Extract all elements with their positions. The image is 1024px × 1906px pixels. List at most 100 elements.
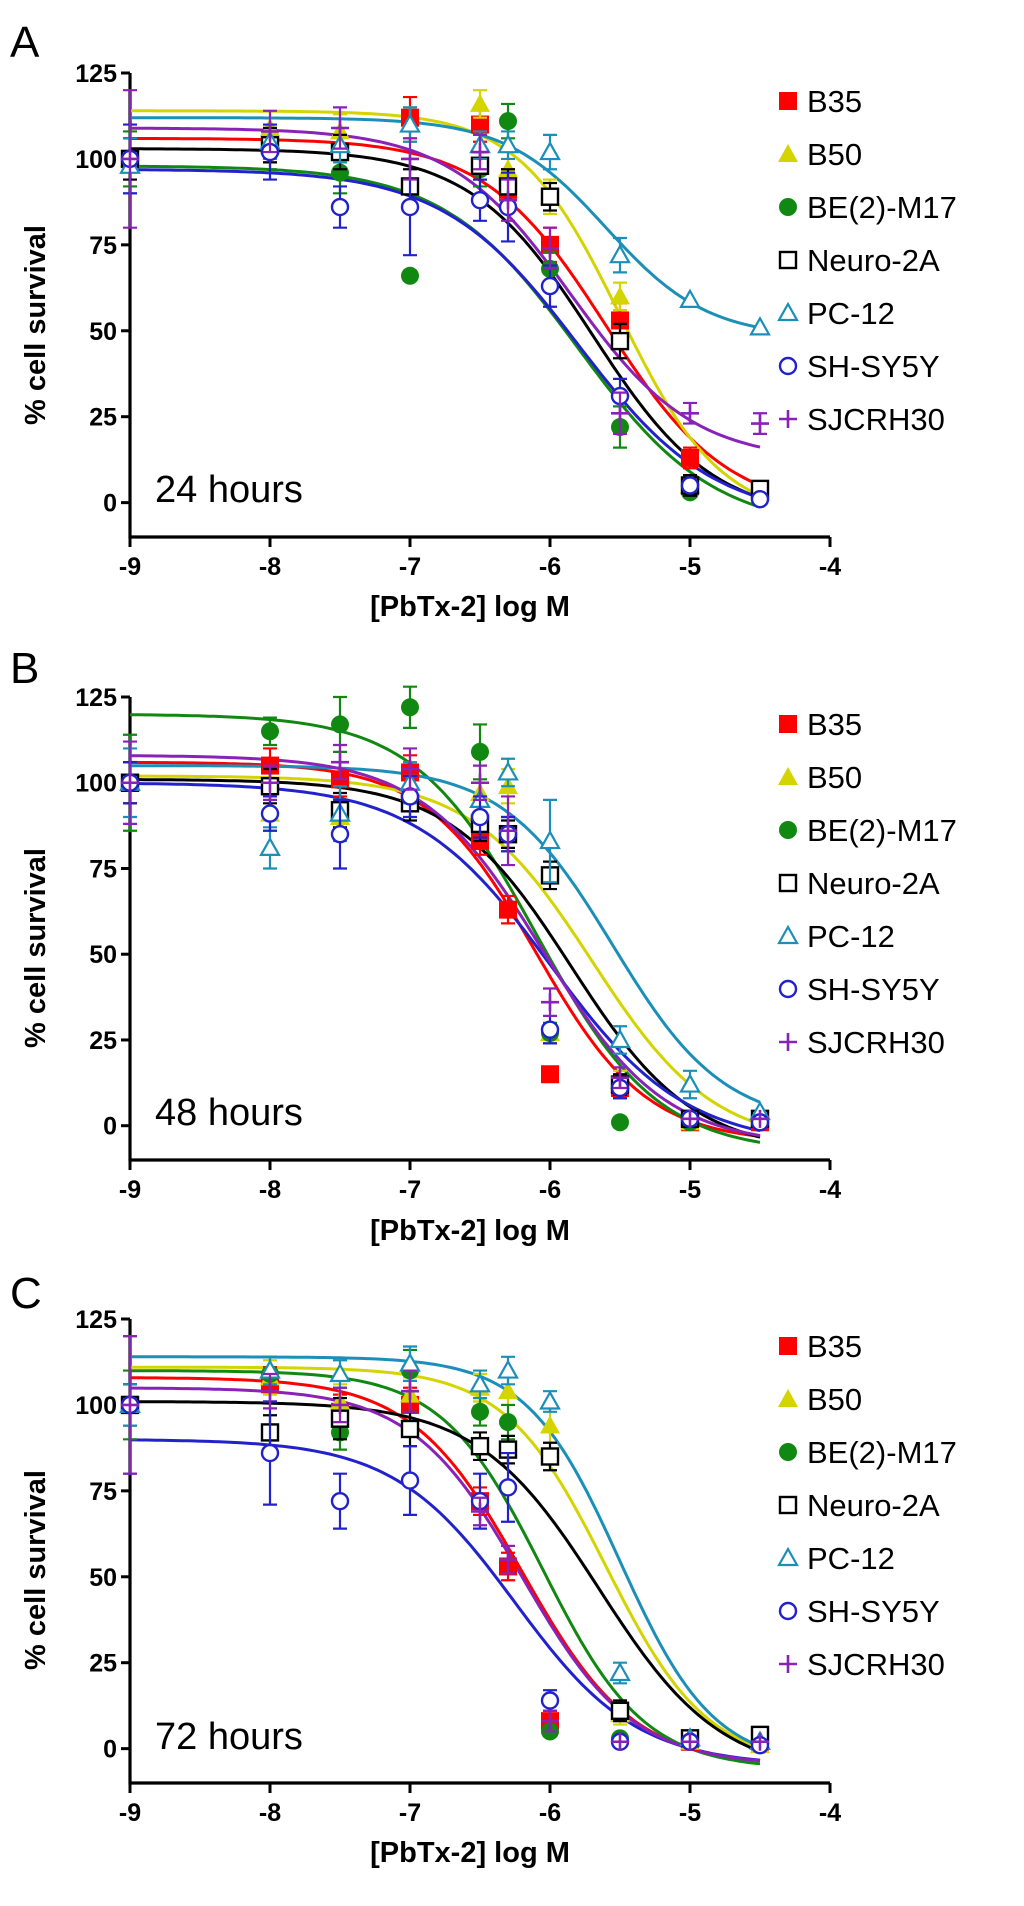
panel-c-time-label: 72 hours — [155, 1716, 303, 1758]
panel-c-legend-marker-sjcrh30 — [779, 1655, 797, 1673]
panel-c-fit-curve-pc12 — [130, 1355, 761, 1748]
panel-c-point-pc12 — [539, 1390, 561, 1410]
panel-a-point-pc12 — [399, 113, 421, 133]
panel-a-point-sjcrh30 — [499, 191, 517, 210]
panel-c-point-pc12 — [609, 1661, 631, 1682]
panel-a-y-tick-label: 75 — [89, 232, 117, 260]
panel-c-legend-marker-pc12 — [777, 1546, 799, 1567]
panel-c-point-shsy5y — [540, 1691, 560, 1710]
panel-b-legend-label: SJCRH30 — [807, 1025, 945, 1060]
panel-b-point-be2m17 — [261, 722, 279, 741]
panel-c-legend-label: PC-12 — [807, 1541, 895, 1576]
panel-b-y-axis-label: % cell survival — [20, 848, 52, 1048]
panel-a-y-tick-label: 50 — [89, 318, 117, 346]
panel-c-point-sjcrh30 — [541, 1712, 559, 1731]
panel-c-point-sjcrh30 — [261, 1382, 279, 1401]
panel-c-plot: 0 25 50 75 100 125 -9 -8 -7 -6 -5 -4 B35 B50 BE(2)-M17… — [75, 1306, 957, 1827]
panel-c-point-neuro2a — [610, 1701, 630, 1721]
panel-a-fit-curve-be2m17 — [130, 164, 761, 509]
panel-a-point-sjcrh30 — [471, 143, 489, 162]
panel-b-point-sjcrh30 — [499, 821, 517, 840]
panel-c-y-tick-label: 100 — [75, 1392, 117, 1420]
panel-b-y-tick-label: 0 — [103, 1113, 117, 1141]
panel-b-fit-curve-shsy5y — [130, 782, 761, 1133]
panel-b-point-shsy5y — [540, 1020, 560, 1039]
panel-b-point-sjcrh30 — [751, 1109, 769, 1128]
panel-b-point-pc12 — [259, 836, 281, 857]
panel-b-legend-label: SH-SY5Y — [807, 972, 940, 1007]
panel-c-legend-marker-b50 — [778, 1389, 798, 1407]
panel-b-point-sjcrh30 — [401, 760, 419, 779]
panel-b-point-be2m17 — [401, 698, 419, 717]
panel-c-legend-marker-shsy5y — [778, 1601, 798, 1621]
panel-a-point-b35 — [471, 115, 489, 134]
panel-b-point-sjcrh30 — [261, 773, 279, 792]
panel-b-point-be2m17 — [331, 715, 349, 734]
panel-b-x-tick-label: -9 — [119, 1176, 141, 1204]
panel-b-y-tick-label: 50 — [89, 941, 117, 969]
panel-c-point-neuro2a — [400, 1419, 420, 1439]
panel-a-fit-curve-b50 — [130, 109, 761, 497]
panel-c-point-b50 — [540, 1415, 560, 1434]
panel-c-point-neuro2a — [470, 1436, 490, 1456]
panel-c-legend-label: B35 — [807, 1329, 862, 1364]
panel-c-legend-marker-b35 — [779, 1337, 797, 1355]
panel-b-legend-marker-shsy5y — [778, 979, 798, 999]
panel-c-legend-marker-be2m17 — [779, 1443, 797, 1461]
panel-b-point-shsy5y — [260, 804, 280, 823]
panel-b-legend-label: B35 — [807, 707, 862, 742]
panel-c: C 0 25 50 75 100 125 -9 -8 -7 -6 -5 -4 B35 B50 BE(2)-M… — [10, 1269, 957, 1869]
panel-c-y-tick-label: 0 — [103, 1736, 117, 1764]
panel-a-point-b50 — [470, 93, 490, 112]
panel-c-point-sjcrh30 — [751, 1732, 769, 1751]
panel-b-legend-marker-pc12 — [777, 924, 799, 945]
panel-a-legend-marker-shsy5y — [778, 356, 798, 376]
panel-b-point-sjcrh30 — [471, 773, 489, 792]
panel-b-y-tick-label: 100 — [75, 770, 117, 798]
panel-a-y-tick-label: 100 — [75, 146, 117, 174]
panel-a-point-sjcrh30 — [541, 239, 559, 258]
panel-b-point-pc12 — [679, 1073, 701, 1093]
panel-c-point-be2m17 — [499, 1413, 517, 1432]
panel-b-legend-marker-neuro2a — [778, 873, 798, 893]
panel-c-legend-label: Neuro-2A — [807, 1488, 940, 1523]
panel-c-point-sjcrh30 — [121, 1395, 139, 1414]
panel-b-fit-curve-sjcrh30 — [129, 754, 761, 1138]
panel-b-y-tick-label: 75 — [89, 855, 117, 883]
panel-b-point-pc12 — [539, 829, 561, 850]
panel-c-fit-curve-b35 — [130, 1376, 761, 1763]
panel-b-fit-curve-pc12 — [130, 764, 761, 1104]
panel-c-point-sjcrh30 — [681, 1732, 699, 1751]
panel-a-y-tick-label: 0 — [103, 490, 117, 518]
panel-b-point-sjcrh30 — [681, 1109, 699, 1128]
panel-c-letter: C — [10, 1269, 42, 1318]
panel-a-point-sjcrh30 — [751, 414, 769, 433]
panel-c-fit-curve-shsy5y — [130, 1438, 761, 1762]
panel-a-legend-marker-be2m17 — [779, 198, 797, 216]
panel-a-point-pc12 — [497, 133, 519, 154]
panel-b-point-shsy5y — [470, 807, 490, 827]
panel-c-point-sjcrh30 — [499, 1550, 517, 1569]
panel-c-point-be2m17 — [471, 1402, 489, 1421]
panel-a-y-tick-label: 25 — [89, 404, 117, 432]
panel-c-legend-label: SH-SY5Y — [807, 1594, 940, 1629]
panel-c-x-axis-label: [PbTx-2] log M — [370, 1837, 570, 1869]
panel-a-point-neuro2a — [540, 187, 560, 206]
panel-a-legend-label: B35 — [807, 84, 862, 119]
panel-c-legend-label: SJCRH30 — [807, 1647, 945, 1682]
panel-b-x-tick-label: -8 — [259, 1176, 281, 1204]
panel-a-legend-marker-b35 — [779, 92, 797, 110]
panel-b-point-shsy5y — [400, 787, 420, 806]
panel-b-point-sjcrh30 — [331, 753, 349, 772]
panel-a-fit-curve-shsy5y — [130, 168, 761, 500]
panel-a-point-be2m17 — [401, 266, 419, 285]
panel-a-y-axis-label: % cell survival — [20, 225, 52, 425]
panel-c-point-shsy5y — [260, 1443, 280, 1463]
panel-b-x-tick-label: -4 — [819, 1176, 841, 1204]
panel-a-legend-label: BE(2)-M17 — [807, 190, 957, 225]
panel-a-x-tick-label: -5 — [679, 553, 701, 581]
panel-a-x-tick-label: -8 — [259, 553, 281, 581]
panel-b-legend-marker-be2m17 — [779, 821, 797, 839]
panel-a-x-tick-label: -4 — [819, 553, 841, 581]
